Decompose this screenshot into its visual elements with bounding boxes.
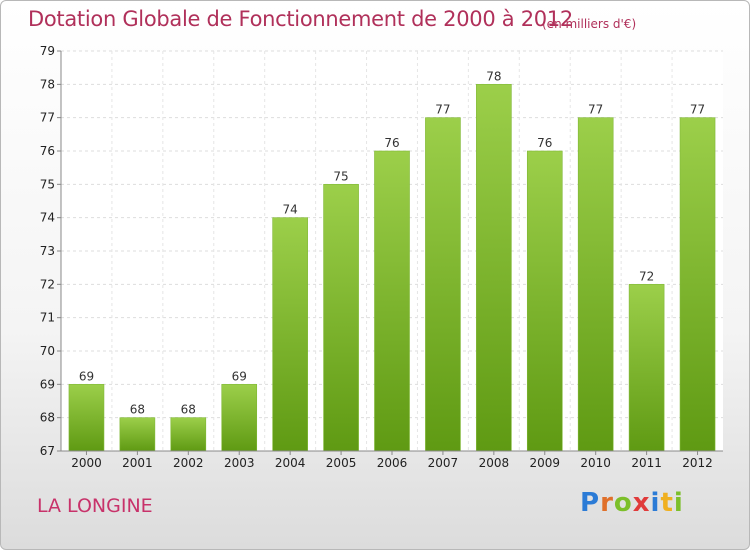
bar-value-label: 76 (537, 136, 552, 150)
bar-value-label: 77 (435, 103, 450, 117)
logo-letter: r (600, 488, 614, 518)
y-tick-label: 71 (40, 311, 55, 325)
bars-layer: 69 68 68 69 74 75 76 77 78 76 77 72 77 (68, 69, 716, 452)
bar-2005 (323, 184, 359, 452)
logo-letter: i (650, 488, 661, 518)
x-tick-label: 2005 (326, 456, 357, 470)
x-tick-label: 2003 (224, 456, 255, 470)
y-tick-label: 68 (40, 411, 55, 425)
y-tick-label: 70 (40, 344, 55, 358)
chart-subtitle: (en milliers d'€) (542, 17, 637, 31)
bar-2011 (628, 284, 665, 452)
bar-2012 (679, 117, 716, 452)
bar-value-label: 68 (130, 403, 145, 417)
bar-value-label: 74 (283, 203, 298, 217)
bar-2002 (170, 417, 207, 452)
x-tick-label: 2006 (377, 456, 408, 470)
bar-2004 (272, 217, 308, 452)
y-tick-label: 72 (40, 277, 55, 291)
logo-letter: P (580, 488, 601, 518)
chart-title: Dotation Globale de Fonctionnement de 20… (28, 7, 573, 31)
proxiti-logo: Proxiti (580, 488, 684, 518)
bar-2003 (221, 384, 258, 452)
bar-value-label: 69 (79, 369, 94, 383)
bar-value-label: 77 (588, 103, 603, 117)
bar-2000 (68, 384, 105, 452)
x-tick-label: 2008 (479, 456, 510, 470)
bar-value-label: 77 (690, 103, 705, 117)
bar-2007 (425, 117, 461, 452)
x-tick-label: 2010 (580, 456, 611, 470)
bar-2010 (577, 117, 614, 452)
x-tick-label: 2001 (122, 456, 153, 470)
commune-name: LA LONGINE (37, 495, 153, 517)
bar-2001 (119, 417, 156, 452)
x-tick-label: 2011 (631, 456, 662, 470)
y-tick-label: 74 (40, 211, 55, 225)
logo-letter: i (673, 488, 684, 518)
bar-value-label: 75 (333, 169, 348, 183)
logo-letter: t (660, 488, 674, 518)
y-tick-label: 78 (40, 77, 55, 91)
y-tick-label: 73 (40, 244, 55, 258)
y-tick-label: 77 (40, 111, 55, 125)
bar-2009 (526, 150, 563, 452)
y-tick-label: 69 (40, 377, 55, 391)
x-tick-label: 2002 (173, 456, 204, 470)
axis-layer: 67 68 69 70 71 72 73 74 75 76 77 78 79 2000 2001 2002 20… (40, 44, 723, 470)
bar-2006 (374, 150, 410, 452)
y-tick-label: 76 (40, 144, 55, 158)
y-tick-label: 79 (40, 44, 55, 58)
x-tick-label: 2004 (275, 456, 306, 470)
x-tick-label: 2000 (71, 456, 102, 470)
bar-value-label: 76 (384, 136, 399, 150)
x-tick-label: 2007 (428, 456, 459, 470)
y-tick-label: 75 (40, 177, 55, 191)
bar-value-label: 78 (486, 69, 501, 83)
logo-letter: x (632, 488, 651, 518)
bar-value-label: 72 (639, 269, 654, 283)
logo-letter: o (613, 488, 633, 518)
bar-2008 (476, 84, 512, 452)
y-tick-label: 67 (40, 444, 55, 458)
bar-value-label: 69 (232, 369, 247, 383)
bar-value-label: 68 (181, 403, 196, 417)
x-tick-label: 2009 (529, 456, 560, 470)
x-tick-label: 2012 (682, 456, 713, 470)
